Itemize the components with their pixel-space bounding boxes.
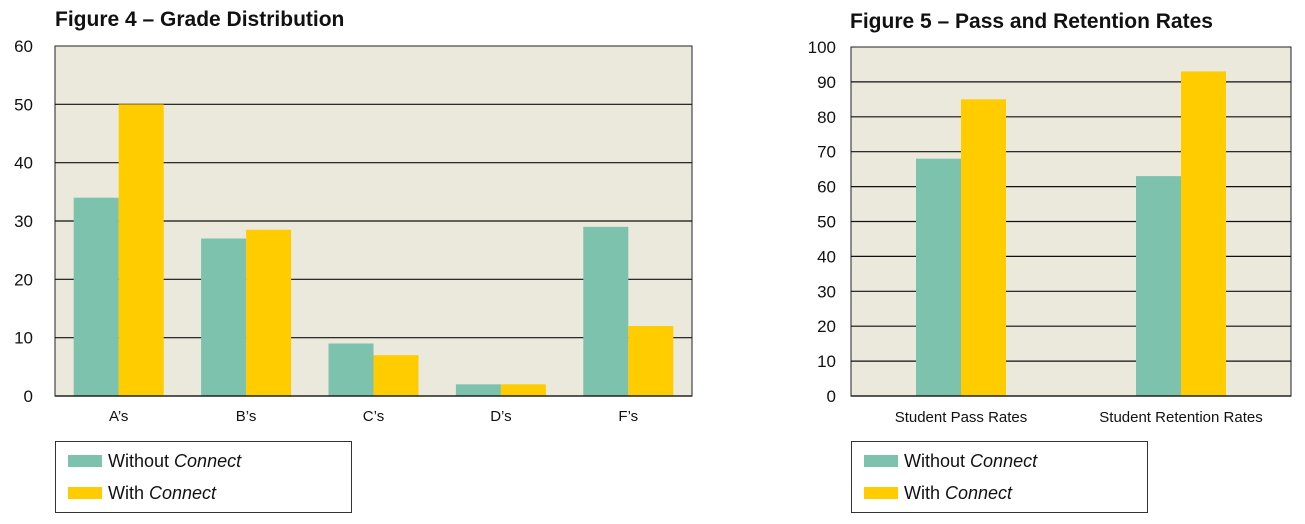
bar-without-connect xyxy=(73,197,119,396)
legend-item-without-connect: Without Connect xyxy=(68,450,241,472)
legend-item-with-connect: With Connect xyxy=(68,482,216,504)
x-category-label: A’s xyxy=(109,408,128,425)
legend-label: With Connect xyxy=(108,482,217,503)
pass-retention-legend: Without Connect With Connect xyxy=(851,441,1148,513)
y-tick-label: 0 xyxy=(24,387,33,406)
legend-label: With Connect xyxy=(904,482,1013,503)
x-category-label: D’s xyxy=(490,408,511,425)
y-tick-label: 30 xyxy=(14,212,33,231)
bar-with-connect xyxy=(628,326,674,396)
legend-swatch-without-connect xyxy=(68,455,102,467)
grade-distribution-legend: Without Connect With Connect xyxy=(55,441,352,513)
y-tick-label: 20 xyxy=(14,270,33,289)
bar-without-connect xyxy=(455,384,501,396)
legend-swatch-with-connect xyxy=(864,487,898,499)
bar-without-connect xyxy=(583,226,629,396)
y-tick-label: 60 xyxy=(14,37,33,56)
legend-swatch-without-connect xyxy=(864,455,898,467)
legend-swatch-with-connect xyxy=(68,487,102,499)
bar-with-connect xyxy=(500,384,546,396)
legend-label: Without Connect xyxy=(904,450,1038,471)
bar-without-connect xyxy=(328,343,374,396)
figure-5-title: Figure 5 – Pass and Retention Rates xyxy=(850,10,1213,33)
bar-with-connect xyxy=(118,104,164,396)
bar-without-connect xyxy=(201,238,247,396)
y-tick-label: 10 xyxy=(14,329,33,348)
bar-with-connect xyxy=(246,229,292,396)
legend-label: Without Connect xyxy=(108,450,242,471)
y-tick-label: 40 xyxy=(14,154,33,173)
bar-with-connect xyxy=(373,355,419,396)
figure-4-title: Figure 4 – Grade Distribution xyxy=(55,8,345,31)
x-category-label: F’s xyxy=(618,408,638,425)
legend-item-without-connect: Without Connect xyxy=(864,450,1037,472)
y-tick-label: 50 xyxy=(14,95,33,114)
x-category-label: C’s xyxy=(363,408,384,425)
x-category-label: B’s xyxy=(236,408,257,425)
legend-item-with-connect: With Connect xyxy=(864,482,1012,504)
